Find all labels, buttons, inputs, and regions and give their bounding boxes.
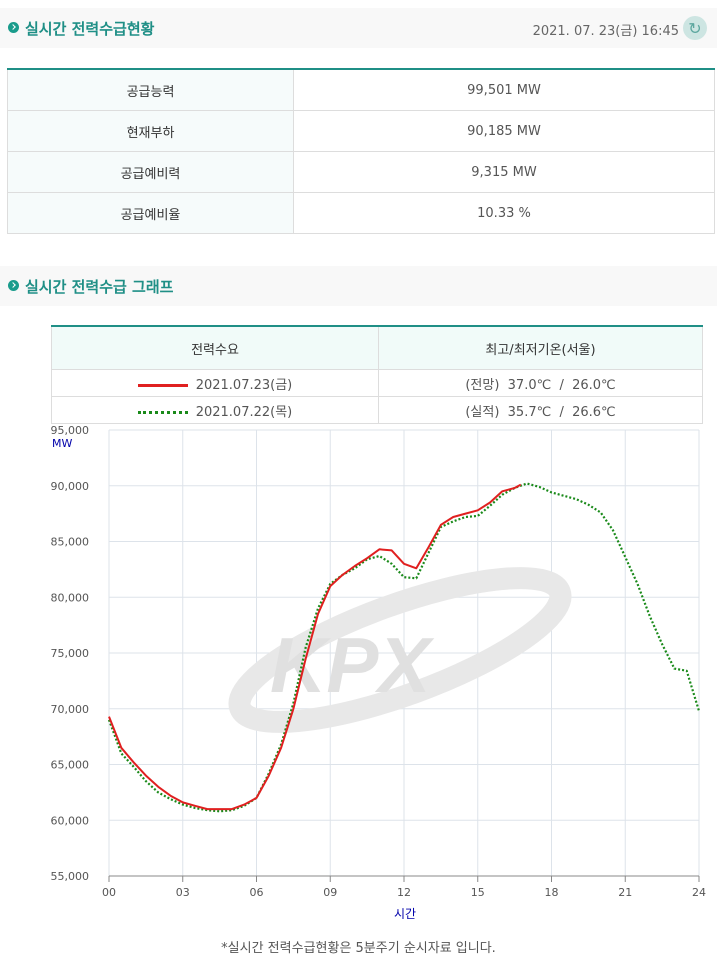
stat-label: 현재부하 [7, 110, 294, 152]
x-tick-label: 06 [250, 886, 264, 899]
graph-section-header: 실시간 전력수급 그래프 [0, 266, 717, 306]
chart-axes: 55,000 60,000 65,000 70,000 75,000 80,000 85,0… [51, 424, 707, 899]
table-row: 현재부하 90,185 MW [7, 110, 715, 152]
refresh-icon[interactable]: ↻ [683, 16, 707, 40]
series-line-today [108, 483, 522, 811]
x-axis-label: 시간 [394, 907, 416, 921]
stat-value: 9,315 MW [293, 151, 715, 193]
x-tick-label: 15 [471, 886, 485, 899]
legend-temp: (실적) 35.7℃ / 26.6℃ [378, 396, 703, 424]
y-tick-label: 85,000 [51, 536, 90, 549]
green-dotted-swatch [137, 410, 188, 414]
y-tick-label: 95,000 [51, 424, 90, 437]
table-row: 전력수요 최고/최저기온(서울) [51, 326, 703, 370]
x-tick-label: 12 [397, 886, 411, 899]
section-title: 실시간 전력수급 그래프 [25, 278, 174, 296]
x-tick-label: 03 [176, 886, 190, 899]
chart-lines [107, 482, 701, 813]
stat-value: 99,501 MW [293, 69, 715, 111]
y-tick-label: 55,000 [51, 870, 90, 883]
table-row: 2021.07.23(금) (전망) 37.0℃ / 26.0℃ [51, 369, 703, 397]
y-axis-label: MW [52, 437, 72, 450]
legend-date: 2021.07.22(목) [195, 404, 293, 420]
kpx-watermark: KPX [228, 567, 572, 733]
x-tick-label: 24 [692, 886, 706, 899]
section-title: 실시간 전력수급현황 [25, 20, 155, 38]
power-demand-chart: KPX 55,000 60,000 65,000 70,000 75,000 80,000… [51, 424, 707, 921]
stat-label: 공급능력 [7, 69, 294, 111]
legend-temp: (전망) 37.0℃ / 26.0℃ [378, 369, 703, 397]
legend-date: 2021.07.23(금) [195, 377, 293, 393]
x-tick-label: 09 [323, 886, 337, 899]
legend-series-yesterday: 2021.07.22(목) [51, 396, 379, 424]
y-tick-label: 75,000 [51, 647, 90, 660]
y-tick-label: 60,000 [51, 814, 90, 827]
stat-label: 공급예비력 [7, 151, 294, 193]
bullet-icon [8, 280, 19, 291]
y-tick-label: 90,000 [51, 480, 90, 493]
chart-legend-table: 전력수요 최고/최저기온(서울) 2021.07.23(금) (전망) 37.0… [51, 325, 703, 424]
legend-header-temperature: 최고/최저기온(서울) [378, 326, 703, 370]
stat-value: 90,185 MW [293, 110, 715, 152]
table-row: 공급예비력 9,315 MW [7, 151, 715, 193]
x-tick-label: 18 [545, 886, 559, 899]
legend-header-demand: 전력수요 [51, 326, 379, 370]
timestamp: 2021. 07. 23(금) 16:45 [532, 24, 679, 39]
table-row: 2021.07.22(목) (실적) 35.7℃ / 26.6℃ [51, 396, 703, 424]
table-row: 공급능력 99,501 MW [7, 69, 715, 111]
red-line-swatch [137, 383, 188, 387]
y-tick-label: 65,000 [51, 759, 90, 772]
x-tick-label: 00 [102, 886, 116, 899]
stat-label: 공급예비율 [7, 192, 294, 234]
y-tick-label: 80,000 [51, 591, 90, 604]
y-tick-label: 70,000 [51, 703, 90, 716]
legend-series-today: 2021.07.23(금) [51, 369, 379, 397]
footnote: *실시간 전력수급현황은 5분주기 순시자료 입니다. [221, 941, 496, 956]
watermark-text: KPX [270, 621, 434, 709]
stat-value: 10.33 % [293, 192, 715, 234]
table-row: 공급예비율 10.33 % [7, 192, 715, 234]
realtime-status-header: 실시간 전력수급현황 2021. 07. 23(금) 16:45 ↻ [0, 8, 717, 48]
supply-stats-table: 공급능력 99,501 MW 현재부하 90,185 MW 공급예비력 9,31… [7, 68, 715, 234]
bullet-icon [8, 22, 19, 33]
x-tick-label: 21 [618, 886, 632, 899]
